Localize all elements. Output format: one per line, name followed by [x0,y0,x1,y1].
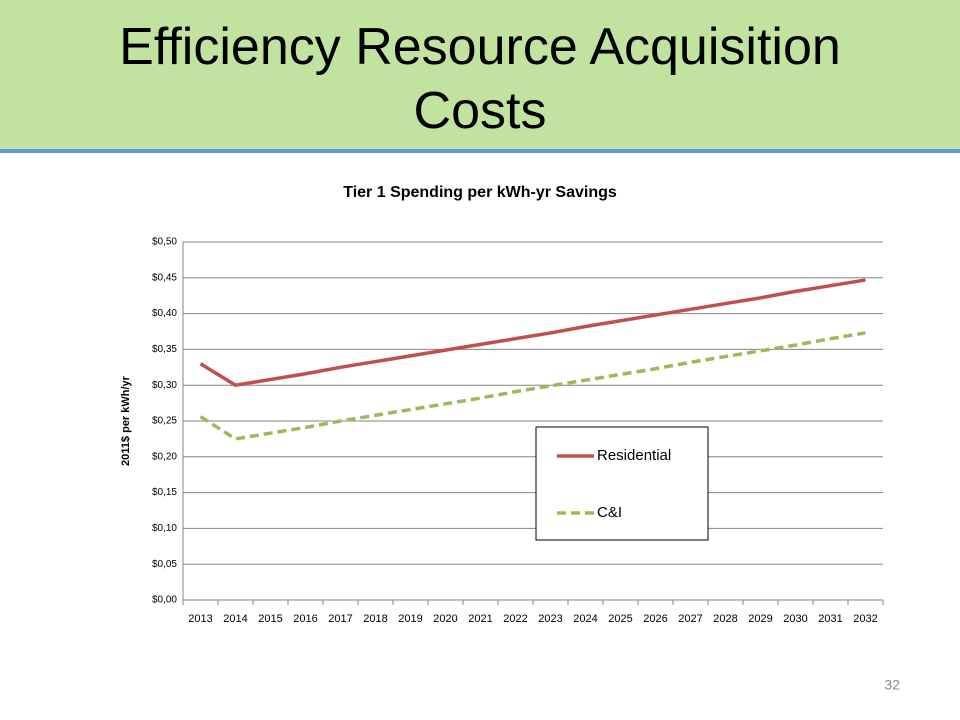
x-tick-label: 2015 [258,613,282,625]
legend-label: Residential [597,447,671,464]
x-tick-label: 2024 [573,613,597,625]
y-tick-label: $0,30 [152,380,177,391]
series-line [199,331,866,441]
y-tick-label: $0,15 [152,487,177,498]
x-tick-label: 2013 [188,613,212,625]
x-tick-label: 2016 [293,613,317,625]
header-rule [0,149,960,153]
x-tick-label: 2021 [468,613,492,625]
x-tick-label: 2025 [608,613,632,625]
x-tick-label: 2028 [713,613,737,625]
y-axis-label: 2011$ per kWh/yr [120,375,132,466]
series-line [199,278,866,387]
x-tick-label: 2014 [223,613,247,625]
x-tick-label: 2026 [643,613,667,625]
y-tick-label: $0,00 [152,595,177,606]
page-number: 32 [884,677,900,693]
x-tick-label: 2019 [398,613,422,625]
legend-label: C&I [597,504,622,521]
y-tick-label: $0,50 [152,237,177,248]
x-tick-label: 2029 [748,613,772,625]
x-tick-label: 2017 [328,613,352,625]
y-tick-label: $0,35 [152,344,177,355]
chart-title: Tier 1 Spending per kWh-yr Savings [343,184,617,201]
y-tick-label: $0,25 [152,416,177,427]
x-tick-label: 2031 [818,613,842,625]
x-tick-label: 2027 [678,613,702,625]
y-tick-label: $0,40 [152,308,177,319]
x-tick-label: 2018 [363,613,387,625]
x-tick-label: 2032 [853,613,877,625]
x-tick-label: 2023 [538,613,562,625]
y-tick-label: $0,10 [152,523,177,534]
y-tick-label: $0,20 [152,451,177,462]
y-tick-label: $0,05 [152,559,177,570]
slide-title: Efficiency Resource Acquisition Costs [119,18,841,140]
y-tick-label: $0,45 [152,272,177,283]
header-band [0,0,960,150]
x-tick-label: 2022 [503,613,527,625]
x-tick-label: 2030 [783,613,807,625]
legend-box [535,426,709,541]
x-tick-label: 2020 [433,613,457,625]
